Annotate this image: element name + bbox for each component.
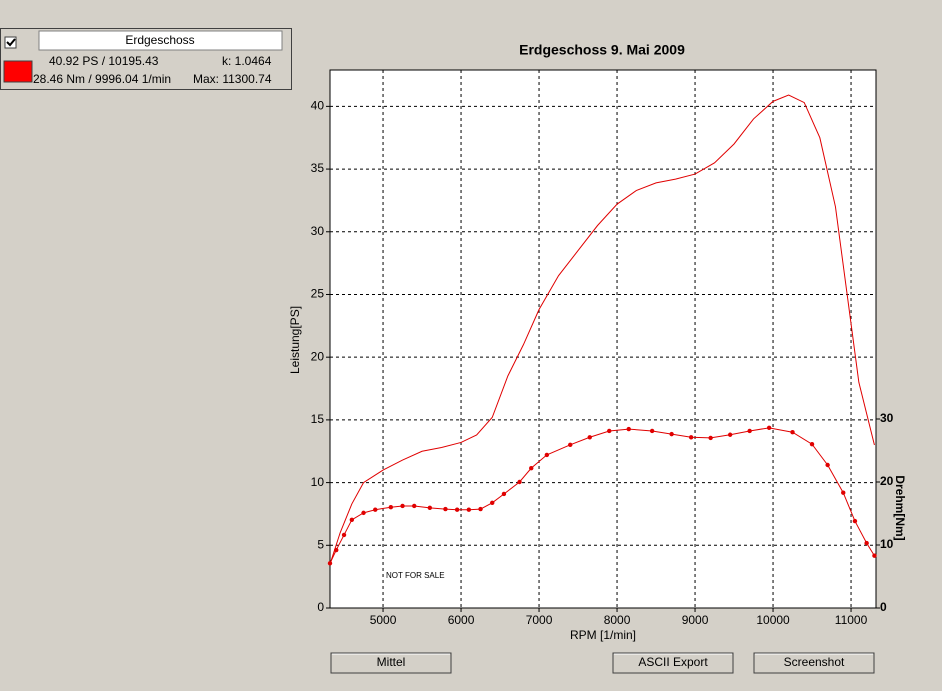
data-point — [361, 510, 366, 516]
name-field[interactable] — [38, 30, 283, 51]
data-point — [747, 428, 752, 434]
data-point — [427, 505, 433, 511]
checkmark — [6, 38, 16, 47]
color-swatch[interactable] — [3, 60, 33, 83]
data-point — [587, 435, 592, 440]
data-point — [373, 507, 378, 512]
data-point — [649, 428, 655, 434]
y2-tick-label: 0 — [880, 600, 887, 614]
data-point — [727, 432, 733, 437]
series-line — [329, 94, 875, 565]
checkbox[interactable] — [4, 36, 17, 49]
power-info: 40.92 PS / 10195.43 — [49, 54, 159, 68]
annotation: NOT FOR SALE — [386, 571, 445, 580]
y2-axis-label: Drehm[Nm] — [893, 475, 907, 540]
button[interactable]: Screenshot — [753, 652, 875, 674]
data-point — [568, 442, 573, 448]
data-point — [388, 505, 394, 510]
y-tick-label: 15 — [311, 412, 325, 426]
k-info: k: 1.0464 — [222, 54, 272, 68]
y-tick-label: 40 — [311, 99, 325, 113]
y-tick-label: 30 — [311, 224, 325, 238]
data-point — [412, 503, 417, 509]
plot-frame — [329, 69, 877, 609]
chart-title: Erdgeschoss 9. Mai 2009 — [519, 42, 685, 58]
data-point — [809, 442, 815, 447]
data-point — [501, 491, 507, 497]
x-axis-label: RPM [1/min] — [570, 628, 636, 642]
data-point — [626, 426, 631, 432]
data-point — [529, 465, 534, 471]
y-axis-label: Leistung[PS] — [288, 306, 302, 374]
x-tick-label: 6000 — [448, 613, 475, 627]
data-point — [825, 462, 830, 468]
torque-info: 28.46 Nm / 9996.04 1/min — [33, 72, 171, 86]
data-point — [478, 506, 483, 512]
x-tick-label: 11000 — [835, 613, 868, 627]
data-point — [400, 503, 405, 509]
data-point — [349, 517, 355, 523]
x-tick-label: 7000 — [526, 613, 553, 627]
data-point — [841, 490, 846, 495]
data-point — [708, 435, 713, 441]
y2-tick-label: 30 — [880, 411, 894, 425]
button[interactable]: ASCII Export — [612, 652, 734, 674]
data-point — [517, 479, 522, 485]
x-tick-label: 8000 — [604, 613, 631, 627]
button-face — [612, 652, 734, 674]
data-point — [766, 425, 772, 431]
data-point — [443, 506, 448, 512]
y2-tick-label: 10 — [880, 537, 894, 551]
legend-name: Erdgeschoss — [125, 33, 194, 47]
button-face — [330, 652, 452, 674]
button[interactable]: Mittel — [330, 652, 452, 674]
data-point — [872, 553, 877, 558]
y-tick-label: 10 — [311, 475, 325, 489]
data-point — [607, 428, 612, 434]
y-tick-label: 35 — [311, 161, 325, 175]
legend-panel: Erdgeschoss 40.92 PS / 10195.43 k: 1.046… — [0, 28, 292, 90]
plot-area — [330, 70, 876, 608]
y-tick-label: 0 — [317, 600, 324, 614]
data-point — [334, 547, 339, 553]
data-point — [688, 435, 694, 440]
button-label: ASCII Export — [638, 655, 708, 669]
data-point — [864, 540, 869, 546]
data-point — [341, 532, 347, 538]
y2-tick-label: 20 — [880, 474, 894, 488]
y-tick-label: 20 — [311, 349, 325, 363]
data-point — [852, 518, 858, 524]
x-tick-label: 5000 — [370, 613, 397, 627]
data-point — [327, 561, 333, 566]
max-info: Max: 11300.74 — [193, 72, 272, 86]
data-point — [669, 431, 674, 437]
x-tick-label: 9000 — [682, 613, 709, 627]
data-point — [544, 452, 550, 458]
y-tick-label: 5 — [317, 537, 324, 551]
data-point — [466, 507, 472, 512]
data-point — [790, 430, 795, 435]
button-label: Screenshot — [784, 655, 845, 669]
y-tick-label: 25 — [311, 287, 325, 301]
button-bar: Mittel ASCII Export Screenshot — [330, 652, 875, 674]
data-point — [490, 500, 495, 505]
data-point — [454, 507, 460, 512]
x-tick-label: 10000 — [756, 613, 790, 627]
button-label: Mittel — [377, 655, 406, 669]
button-face — [753, 652, 875, 674]
